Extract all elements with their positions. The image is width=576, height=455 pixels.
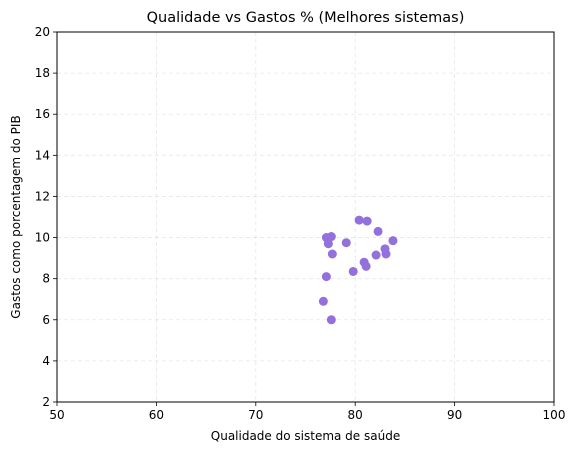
x-tick-label: 90	[447, 408, 462, 422]
x-tick-label: 100	[543, 408, 566, 422]
plot-frame	[56, 31, 555, 403]
x-tick-label: 80	[348, 408, 363, 422]
grid	[56, 31, 555, 403]
y-tick-label: 12	[35, 189, 50, 203]
data-point	[354, 215, 364, 225]
data-point	[373, 226, 383, 236]
x-tick-label: 60	[149, 408, 164, 422]
y-tick-label: 16	[35, 107, 50, 121]
data-point	[381, 249, 391, 259]
y-tick-label: 2	[42, 395, 50, 409]
data-point	[388, 236, 398, 246]
data-point	[326, 232, 336, 242]
y-tick-label: 8	[42, 272, 50, 286]
data-point	[348, 266, 358, 276]
y-tick-label: 20	[35, 25, 50, 39]
data-point	[371, 250, 381, 260]
y-tick-label: 10	[35, 231, 50, 245]
data-point	[326, 315, 336, 325]
y-tick-label: 18	[35, 66, 50, 80]
data-point	[362, 216, 372, 226]
data-point	[327, 249, 337, 259]
x-tick-label: 50	[49, 408, 64, 422]
data-point	[323, 239, 333, 249]
data-point	[321, 272, 331, 282]
y-tick-label: 4	[42, 354, 50, 368]
data-point	[361, 261, 371, 271]
scatter-points	[318, 215, 398, 325]
data-point	[341, 238, 351, 248]
y-tick-label: 6	[42, 313, 50, 327]
x-tick-label: 70	[248, 408, 263, 422]
y-tick-label: 14	[35, 148, 50, 162]
x-axis-label: Qualidade do sistema de saúde	[211, 429, 400, 443]
chart-title: Qualidade vs Gastos % (Melhores sistemas…	[147, 10, 465, 26]
data-point	[318, 296, 328, 306]
y-axis-label: Gastos como porcentagem do PIB	[9, 115, 23, 318]
axis-ticks: 50 60 70 80 90 100 2 4 6 8 10 12 14 16 18 20	[35, 25, 566, 422]
